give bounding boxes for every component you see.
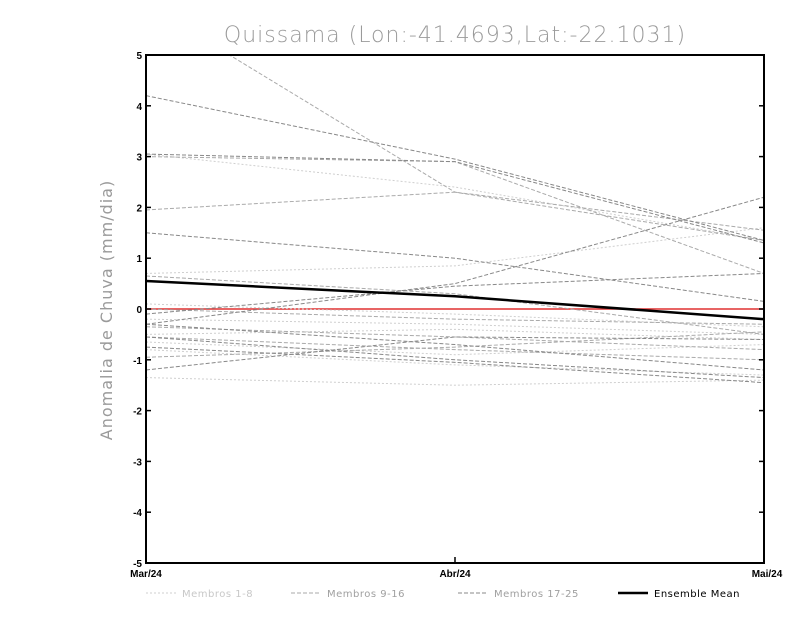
y-tick-label: -1 xyxy=(133,356,142,367)
member-series-line xyxy=(146,346,764,384)
y-tick-label: 4 xyxy=(136,102,142,113)
y-axis-label: Anomalia de Chuva (mm/dia) xyxy=(97,180,116,440)
y-tick-label: -3 xyxy=(133,457,142,468)
chart-title: Quissama (Lon:-41.4693,Lat:-22.1031) xyxy=(224,23,686,48)
member-series-line xyxy=(146,303,764,328)
axis-layer: -5 -4 -3 -2 -1 0 1 2 3 4 5 Mar/24 Abr/24 Mai/24 xyxy=(130,51,783,580)
member-series-line xyxy=(146,232,764,302)
y-tick-label: 5 xyxy=(136,51,142,62)
y-tick-label: 2 xyxy=(136,203,142,214)
member-series-line xyxy=(146,336,764,361)
legend: Membros 1-8 Membros 9-16 Membros 17-25 Ense… xyxy=(146,589,740,600)
member-series-line xyxy=(146,323,764,371)
member-series-line xyxy=(146,308,764,325)
ensemble-mean-line xyxy=(146,279,764,321)
legend-label: Membros 17-25 xyxy=(494,589,579,600)
x-tick-label: Mai/24 xyxy=(752,569,783,580)
member-series-line xyxy=(146,377,764,386)
member-series-line xyxy=(146,341,764,356)
member-series-line xyxy=(146,153,764,244)
member-series-line xyxy=(146,156,764,274)
y-tick-label: 0 xyxy=(136,305,142,316)
member-series-line xyxy=(146,227,764,274)
member-series-line xyxy=(146,191,764,231)
y-tick-label: -2 xyxy=(133,407,142,418)
legend-label: Membros 1-8 xyxy=(182,589,253,600)
y-tick-label: -4 xyxy=(133,508,142,519)
member-series-line xyxy=(146,153,764,241)
x-tick-label: Mar/24 xyxy=(130,569,162,580)
member-series-line xyxy=(146,272,764,315)
x-tick-label: Abr/24 xyxy=(439,569,471,580)
member-series-line xyxy=(146,336,764,379)
member-series-line xyxy=(146,326,764,351)
member-series-line xyxy=(146,328,764,340)
y-tick-label: 1 xyxy=(136,254,142,265)
member-series-line xyxy=(146,275,764,335)
member-series-line xyxy=(146,336,764,371)
member-series-line xyxy=(146,318,764,335)
y-tick-label: 3 xyxy=(136,153,142,164)
member-series-line xyxy=(146,95,764,241)
member-series-line xyxy=(146,349,764,376)
y-tick-label: -5 xyxy=(133,559,142,570)
member-series-line xyxy=(146,331,764,358)
legend-label: Membros 9-16 xyxy=(327,589,405,600)
member-series-line xyxy=(146,196,764,325)
series-layer xyxy=(146,55,764,386)
legend-label: Ensemble Mean xyxy=(654,589,740,600)
